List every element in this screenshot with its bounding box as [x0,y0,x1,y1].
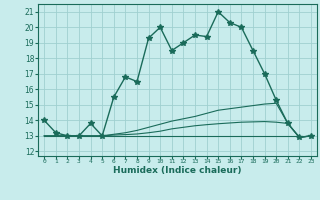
X-axis label: Humidex (Indice chaleur): Humidex (Indice chaleur) [113,166,242,175]
